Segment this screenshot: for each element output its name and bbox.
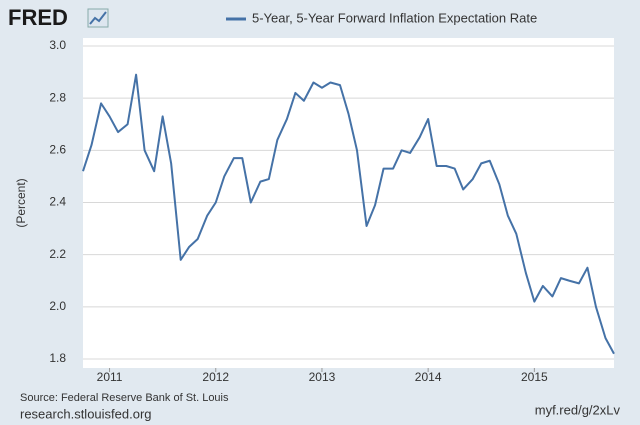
series-line	[82, 73, 615, 355]
y-axis-label: (Percent)	[14, 178, 28, 227]
x-tick-label: 2015	[521, 370, 548, 384]
x-tick-label: 2014	[415, 370, 442, 384]
y-tick-label: 2.0	[49, 299, 66, 313]
logo: FRED	[8, 5, 68, 30]
short-url: myf.red/g/2xLv	[535, 402, 621, 417]
x-tick-label: 2013	[309, 370, 336, 384]
y-tick-label: 1.8	[49, 351, 66, 365]
y-tick-label: 3.0	[49, 38, 66, 52]
logo-icon	[87, 8, 109, 28]
x-tick-label: 2011	[97, 370, 123, 384]
y-tick-label: 2.8	[49, 90, 66, 104]
y-tick-label: 2.4	[49, 195, 66, 209]
x-tick-label: 2012	[202, 370, 229, 384]
legend-label: 5-Year, 5-Year Forward Inflation Expecta…	[252, 10, 537, 25]
site: research.stlouisfed.org	[20, 406, 152, 421]
y-tick-label: 2.2	[49, 247, 66, 261]
source: Source: Federal Reserve Bank of St. Loui…	[20, 392, 229, 404]
y-tick-label: 2.6	[49, 143, 66, 157]
